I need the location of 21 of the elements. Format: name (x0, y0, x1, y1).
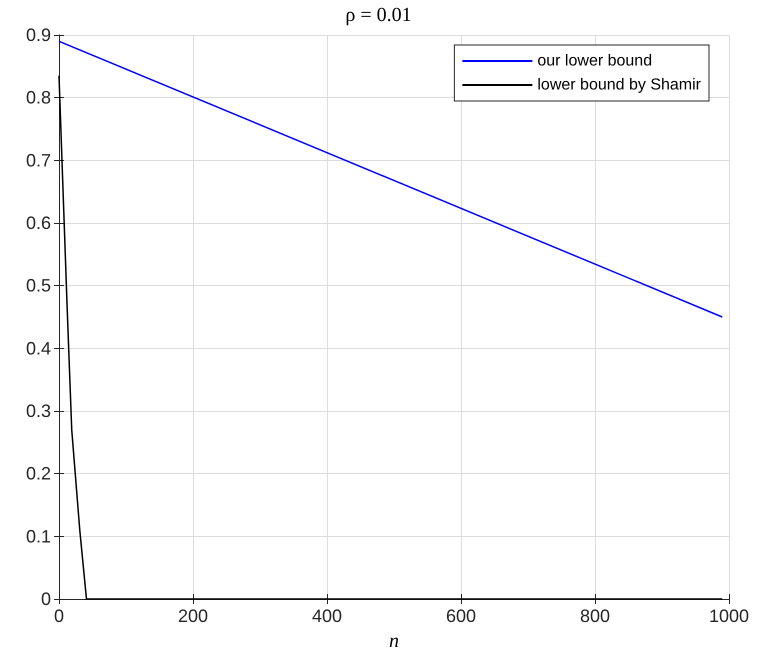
y-tick-label: 0 (40, 589, 51, 609)
x-tick-label: 200 (178, 606, 208, 626)
x-axis-title: n (389, 630, 399, 652)
x-tick-label: 600 (446, 606, 476, 626)
y-tick-label: 0.9 (26, 25, 51, 45)
y-tick-label: 0.5 (26, 276, 51, 296)
y-tick-label: 0.1 (26, 526, 51, 546)
y-tick-label: 0.6 (26, 213, 51, 233)
legend-label: lower bound by Shamir (537, 76, 702, 94)
y-tick-label: 0.3 (26, 401, 51, 421)
x-tick-label: 400 (312, 606, 342, 626)
y-tick-label: 0.8 (26, 88, 51, 108)
x-tick-label: 0 (54, 606, 64, 626)
x-tick-label: 800 (580, 606, 610, 626)
y-tick-label: 0.7 (26, 150, 51, 170)
y-tick-label: 0.2 (26, 464, 51, 484)
y-tick-label: 0.4 (26, 338, 51, 358)
chart-title: ρ = 0.01 (345, 4, 412, 26)
x-tick-label: 1000 (708, 606, 750, 626)
legend-label: our lower bound (537, 52, 652, 70)
line-series (58, 74, 724, 600)
